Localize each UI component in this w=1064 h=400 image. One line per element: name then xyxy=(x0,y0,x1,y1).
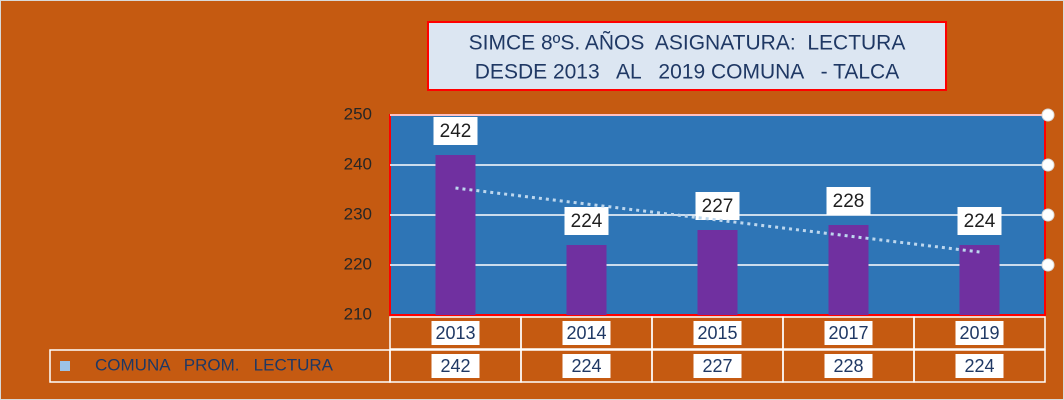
bar xyxy=(959,245,1000,315)
table-category-cell-box xyxy=(824,321,873,345)
table-category-cell-box xyxy=(955,321,1004,345)
y-tick-label: 230 xyxy=(344,204,372,223)
table-value-cell-box xyxy=(693,354,742,378)
chart-title: DESDE 2013 AL 2019 COMUNA - TALCA xyxy=(475,61,899,84)
data-label: 224 xyxy=(571,211,603,232)
table-value-label: 224 xyxy=(571,356,601,376)
table-category-cell-box xyxy=(431,321,480,345)
data-label-box xyxy=(564,207,609,235)
data-label: 228 xyxy=(833,191,865,212)
table-value-cell-box xyxy=(955,354,1004,378)
table-category-cell-box xyxy=(562,321,611,345)
legend-label: COMUNA PROM. LECTURA xyxy=(95,355,334,374)
y-tick-label: 250 xyxy=(344,104,372,123)
y-tick-label: 240 xyxy=(344,154,372,173)
table-category-cell-box xyxy=(693,321,742,345)
table-value-label: 242 xyxy=(440,356,470,376)
table-value-cell-box xyxy=(562,354,611,378)
table-category-label: 2019 xyxy=(959,323,999,343)
data-label: 242 xyxy=(440,121,472,142)
grid-end-marker xyxy=(1041,208,1055,222)
bar xyxy=(697,230,738,315)
table-value-cell-box xyxy=(824,354,873,378)
table-value-label: 224 xyxy=(964,356,994,376)
table-category-label: 2014 xyxy=(566,323,606,343)
table-value-label: 227 xyxy=(702,356,732,376)
table-category-cell xyxy=(913,316,1046,350)
y-tick-label: 220 xyxy=(344,254,372,273)
table-category-label: 2017 xyxy=(828,323,868,343)
data-label: 224 xyxy=(964,211,996,232)
bar xyxy=(566,245,607,315)
table-value-cell-box xyxy=(431,354,480,378)
chart-title: SIMCE 8ºS. AÑOS ASIGNATURA: LECTURA xyxy=(469,31,906,55)
bar xyxy=(435,155,476,315)
data-label-box xyxy=(957,207,1002,235)
bar xyxy=(828,225,869,315)
y-tick-label: 210 xyxy=(344,304,372,323)
table-value-cell xyxy=(913,349,1046,383)
table-category-label: 2013 xyxy=(435,323,475,343)
table-category-label: 2015 xyxy=(697,323,737,343)
data-label-box xyxy=(695,192,740,220)
data-label-box xyxy=(826,187,871,215)
grid-end-marker xyxy=(1041,158,1055,172)
table-value-label: 228 xyxy=(833,356,863,376)
grid-end-marker xyxy=(1041,108,1055,122)
title-box xyxy=(427,21,947,91)
data-label: 227 xyxy=(702,196,734,217)
legend-key xyxy=(60,361,70,371)
data-label-box xyxy=(433,117,478,145)
grid-end-marker xyxy=(1041,258,1055,272)
